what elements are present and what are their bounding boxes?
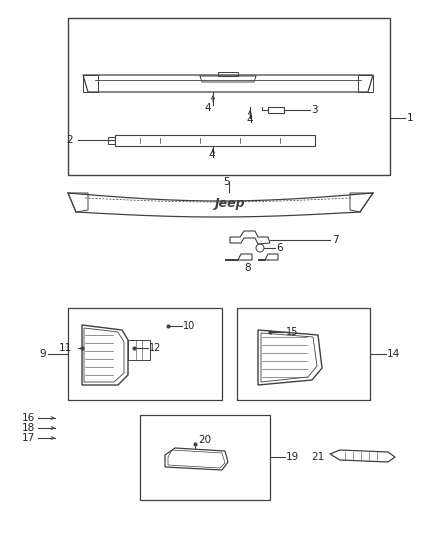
Text: Jeep: Jeep (214, 197, 244, 209)
Text: 3: 3 (311, 105, 318, 115)
Text: 5: 5 (223, 177, 230, 187)
Text: 6: 6 (276, 243, 283, 253)
Text: 15: 15 (286, 327, 298, 337)
Text: 20: 20 (198, 435, 211, 445)
Text: 7: 7 (332, 235, 339, 245)
Text: 11: 11 (59, 343, 72, 353)
Text: 14: 14 (387, 349, 400, 359)
Text: 12: 12 (149, 343, 161, 353)
Text: 19: 19 (286, 452, 299, 462)
Text: 10: 10 (183, 321, 195, 331)
Text: 16: 16 (22, 413, 35, 423)
Text: 21: 21 (312, 452, 325, 462)
Text: 2: 2 (67, 135, 73, 145)
Text: 17: 17 (22, 433, 35, 443)
Text: 4: 4 (204, 103, 211, 113)
Text: 18: 18 (22, 423, 35, 433)
Text: 8: 8 (245, 263, 251, 273)
Text: 4: 4 (208, 150, 215, 160)
Text: 1: 1 (407, 113, 413, 123)
Text: 9: 9 (39, 349, 46, 359)
Text: 4: 4 (246, 115, 253, 125)
